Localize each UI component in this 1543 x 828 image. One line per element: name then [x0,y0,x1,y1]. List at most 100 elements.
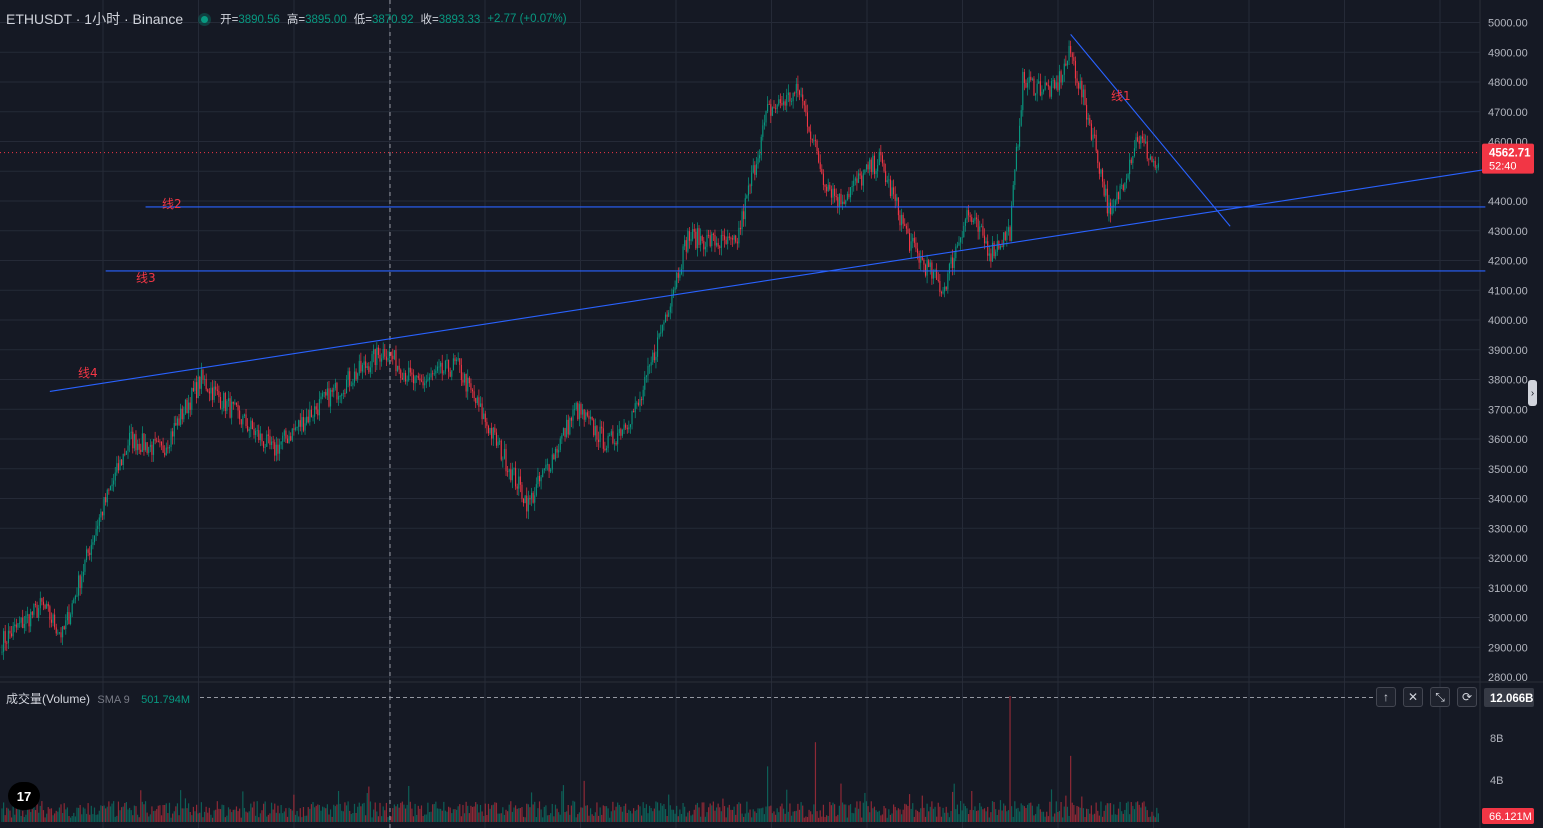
volume-bar [956,804,959,822]
candle [857,169,860,184]
candle-body [888,179,890,181]
high-value: 3895.00 [305,14,347,26]
candle-body [456,359,458,362]
candle [1100,168,1102,177]
volume-bar [451,813,453,822]
candle [1090,119,1092,141]
volume-bar [1105,805,1107,822]
volume-max-label: 12.066B [1490,693,1533,705]
candle-body [1079,80,1081,89]
volume-title[interactable]: 成交量(Volume) [6,692,91,706]
volume-bar [894,806,896,822]
candle-body [196,382,198,399]
candle [822,169,824,191]
candle-body [733,235,735,240]
price-axis-tick: 3300.00 [1488,523,1528,535]
collapse-pane-button[interactable]: ⤡ [1430,687,1450,707]
candle [495,428,497,449]
candle [1102,167,1104,188]
candle [1023,68,1025,91]
candle-body [1113,205,1115,207]
move-pane-up-button[interactable]: ↑ [1376,687,1396,707]
candle [116,456,118,476]
volume-bar [46,813,48,822]
candle [620,427,622,440]
candle-body [735,235,737,242]
volume-bar [396,804,399,822]
volume-bar [1078,806,1080,822]
volume-bar [727,807,729,822]
candle [267,426,269,444]
candle [82,563,84,583]
candle-body [937,279,939,282]
volume-bar [1154,817,1156,822]
candle [1133,140,1135,158]
chevron-right-icon[interactable]: › [1528,380,1537,406]
volume-bar [487,803,490,822]
volume-bar [645,804,647,822]
volume-bar [465,801,467,822]
volume-bar [741,813,743,822]
candle [818,147,820,164]
tradingview-logo[interactable]: 17 [8,782,40,810]
volume-bar [93,807,96,822]
candle [811,138,813,144]
symbol-title[interactable]: ETHUSDT · 1小时 · Binance [6,11,184,27]
candle-body [845,200,847,204]
candle [644,371,646,397]
candle-body [1157,163,1159,168]
volume-bar [771,813,773,822]
candle-body [345,379,348,394]
close-pane-button[interactable]: ✕ [1403,687,1423,707]
candle [165,442,167,456]
volume-bar [444,810,447,822]
candle-body [173,423,175,437]
candle [1011,201,1013,242]
volume-bar [484,803,486,822]
volume-bar [746,801,748,822]
candle-body [119,459,121,471]
candle-body [535,484,537,496]
candle-body [928,260,930,267]
volume-bar [620,806,622,822]
candle [379,348,381,370]
candle-body [972,220,974,223]
volume-bar [339,803,341,822]
volume-bar [795,810,797,822]
volume-bar [912,803,914,822]
volume-bar [789,803,791,822]
candle-body [988,253,990,256]
trendline-4 [49,167,1494,392]
volume-bar [97,814,99,822]
candle-body [540,477,542,482]
candle-body [881,155,883,164]
volume-bar [168,802,171,822]
candle-body [55,627,57,634]
candle [440,361,442,374]
volume-bar [395,806,397,822]
candle-body [14,624,16,627]
reset-pane-button[interactable]: ⟳ [1457,687,1477,707]
candle-body [368,366,370,373]
candle-body [404,372,407,382]
candle-body [98,517,100,526]
volume-bar [617,802,619,822]
volume-bar [408,785,410,822]
candle-body [11,633,13,637]
volume-bar [1036,806,1038,822]
volume-bar [1022,805,1024,822]
candle [146,442,148,455]
volume-bar [987,806,989,822]
candle-body [95,529,97,536]
volume-bar [208,807,210,822]
candle-body [832,188,834,198]
volume-bar [848,805,850,822]
candle-body [999,245,1002,249]
volume-bar [57,811,59,822]
candle [30,608,32,633]
volume-bar [1113,804,1115,822]
candle [846,191,848,201]
candle-body [1014,169,1016,185]
